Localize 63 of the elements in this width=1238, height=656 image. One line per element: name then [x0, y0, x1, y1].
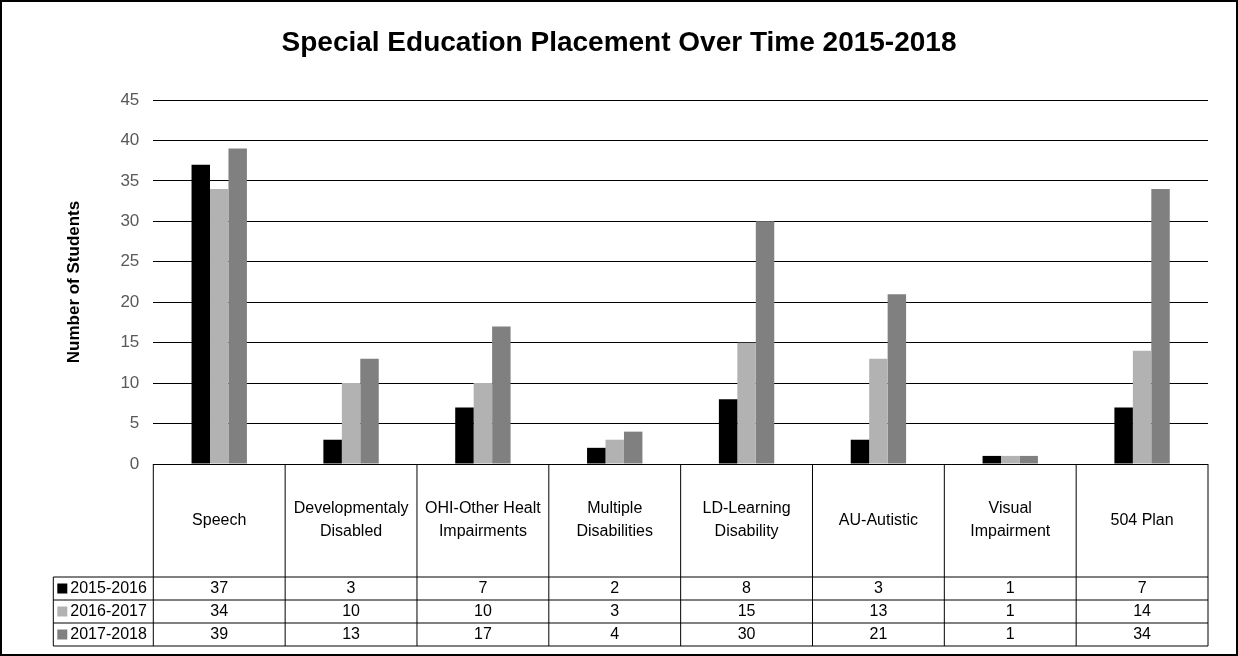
chart-title: Special Education Placement Over Time 2015-2018 [280, 26, 958, 58]
data-label: 10 [342, 601, 361, 619]
y-tick-label: 35 [120, 170, 140, 190]
y-tick-label: 45 [120, 89, 140, 109]
x-tick-label: Multiple Disabilities [576, 499, 653, 540]
data-label: 30 [737, 624, 756, 642]
y-tick-label: 0 [129, 453, 140, 473]
y-tick-label: 5 [129, 413, 140, 433]
y-axis-title: Number of Students [63, 200, 83, 364]
legend-label: 2015-2016 [70, 578, 147, 596]
data-label: 4 [610, 624, 620, 642]
data-label: 14 [1133, 601, 1152, 619]
data-label: 39 [210, 624, 229, 642]
y-tick-label: 10 [120, 372, 140, 392]
bar [755, 221, 775, 464]
bar [1151, 188, 1170, 464]
data-label: 1 [1005, 601, 1015, 619]
data-label: 1 [1005, 624, 1015, 642]
bar [360, 358, 379, 464]
data-label: 3 [873, 578, 883, 596]
data-label: 7 [1137, 578, 1147, 596]
x-tick-label: LD-Learning Disability [702, 499, 791, 540]
data-label: 34 [210, 601, 229, 619]
bar [210, 188, 229, 464]
bar [869, 358, 888, 464]
data-label: 15 [737, 601, 756, 619]
data-label: 1 [1005, 578, 1015, 596]
bar [1001, 455, 1020, 464]
legend-label: 2016-2017 [70, 601, 147, 619]
data-label: 13 [869, 601, 888, 619]
legend-label: 2017-2018 [70, 624, 147, 642]
data-label: 37 [210, 578, 229, 596]
x-tick-label: AU-Autistic [838, 510, 918, 528]
y-tick-label: 25 [120, 251, 140, 271]
bar [1132, 350, 1152, 464]
bar [228, 148, 247, 464]
bar [623, 431, 643, 464]
x-tick-label: OHI-Other Healt Impairments [425, 499, 542, 540]
data-label: 2 [610, 578, 620, 596]
y-tick-label: 40 [120, 130, 140, 150]
bar [473, 383, 493, 464]
bar [605, 439, 624, 464]
y-tick-label: 30 [120, 211, 140, 231]
data-label: 34 [1133, 624, 1152, 642]
y-tick-label: 15 [120, 332, 140, 352]
x-tick-label: Speech [192, 510, 247, 528]
bar [341, 383, 361, 464]
data-label: 8 [742, 578, 752, 596]
data-label: 3 [346, 578, 356, 596]
x-tick-label: 504 Plan [1110, 510, 1174, 528]
bar [1019, 455, 1038, 464]
x-tick-label: Visual Impairment [970, 499, 1051, 540]
bar [887, 294, 907, 464]
bar [492, 326, 511, 464]
data-label: 3 [610, 601, 620, 619]
bar [737, 342, 756, 464]
x-tick-label: Developmentaly Disabled [293, 499, 409, 540]
data-label: 21 [869, 624, 888, 642]
y-tick-label: 20 [120, 291, 140, 311]
data-label: 17 [474, 624, 492, 642]
data-label: 13 [342, 624, 361, 642]
data-label: 7 [478, 578, 488, 596]
data-label: 10 [474, 601, 492, 619]
